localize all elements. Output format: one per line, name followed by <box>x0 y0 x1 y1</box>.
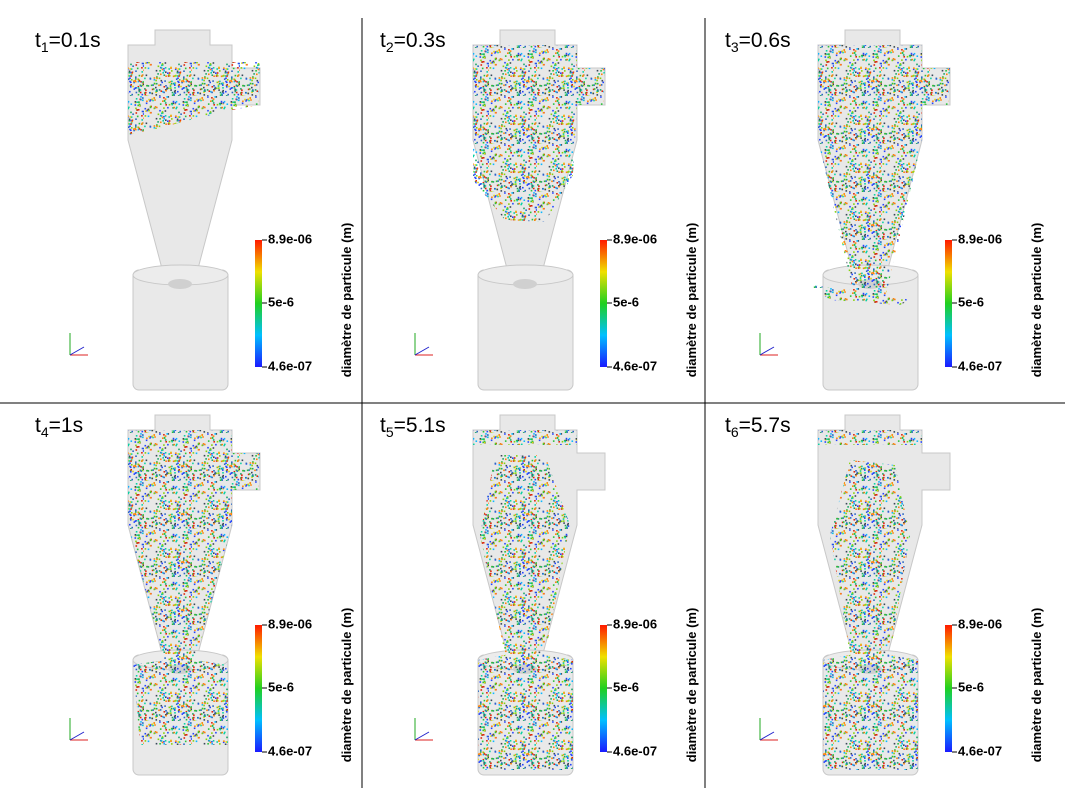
colorbar-label: 5e-6 <box>268 294 294 309</box>
particles <box>473 430 577 770</box>
particles <box>818 430 922 770</box>
particles <box>128 430 260 745</box>
triad-z <box>69 346 85 356</box>
time-index: 4 <box>41 424 49 440</box>
colorbar-title: diamètre de particule (m) <box>1029 608 1044 763</box>
time-index: 6 <box>731 424 739 440</box>
time-value: =5.1s <box>394 414 446 437</box>
colorbar <box>945 240 952 367</box>
time-symbol: t <box>725 29 731 52</box>
colorbar-label: 8.9e-06 <box>958 616 1002 631</box>
time-value: =0.6s <box>739 29 791 52</box>
panel: t5=5.1s 8.9e-06 5e-6 4.6e-07 diamètre de par… <box>380 414 699 776</box>
time-symbol: t <box>35 29 41 52</box>
time-index: 2 <box>386 39 394 55</box>
cone-outlet <box>513 279 537 289</box>
particles <box>810 45 950 305</box>
triad-z <box>414 731 430 741</box>
colorbar <box>600 240 607 367</box>
colorbar-label: 5e-6 <box>958 679 984 694</box>
time-label: t1=0.1s <box>35 29 101 55</box>
cone-outlet <box>168 279 192 289</box>
colorbar-label: 8.9e-06 <box>958 231 1002 246</box>
colorbar <box>945 625 952 752</box>
particles <box>473 45 605 222</box>
colorbar-title: diamètre de particule (m) <box>684 608 699 763</box>
time-value: =0.3s <box>394 29 446 52</box>
colorbar <box>600 625 607 752</box>
time-index: 5 <box>386 424 394 440</box>
time-symbol: t <box>725 414 731 437</box>
time-index: 1 <box>41 39 49 55</box>
colorbar-label: 4.6e-07 <box>613 358 657 373</box>
panel: t4=1s 8.9e-06 5e-6 4.6e-07 diamètre de parti… <box>35 414 354 776</box>
colorbar-title: diamètre de particule (m) <box>339 223 354 378</box>
colorbar-title: diamètre de particule (m) <box>684 223 699 378</box>
colorbar-label: 5e-6 <box>268 679 294 694</box>
colorbar-label: 8.9e-06 <box>268 616 312 631</box>
panel: t2=0.3s 8.9e-06 5e-6 4.6e-07 diamètre de par… <box>380 29 699 391</box>
particles <box>128 62 260 135</box>
time-label: t2=0.3s <box>380 29 446 55</box>
colorbar-label: 4.6e-07 <box>268 358 312 373</box>
time-symbol: t <box>380 414 386 437</box>
colorbar-label: 4.6e-07 <box>268 743 312 758</box>
colorbar <box>255 240 262 367</box>
time-value: =5.7s <box>739 414 791 437</box>
triad-z <box>759 346 775 356</box>
colorbar-title: diamètre de particule (m) <box>1029 223 1044 378</box>
colorbar-label: 5e-6 <box>613 294 639 309</box>
time-label: t5=5.1s <box>380 414 446 440</box>
time-value: =1s <box>49 414 83 437</box>
colorbar-label: 5e-6 <box>613 679 639 694</box>
panel: t6=5.7s 8.9e-06 5e-6 4.6e-07 diamètre de par… <box>725 414 1044 776</box>
colorbar-label: 8.9e-06 <box>613 616 657 631</box>
colorbar-title: diamètre de particule (m) <box>339 608 354 763</box>
colorbar-label: 5e-6 <box>958 294 984 309</box>
colorbar-label: 8.9e-06 <box>268 231 312 246</box>
panel: t1=0.1s 8.9e-06 5e-6 4.6e-07 diamètre de par… <box>35 29 354 391</box>
time-index: 3 <box>731 39 739 55</box>
time-symbol: t <box>380 29 386 52</box>
triad-z <box>759 731 775 741</box>
colorbar-label: 4.6e-07 <box>958 358 1002 373</box>
triad-z <box>69 731 85 741</box>
colorbar-label: 4.6e-07 <box>958 743 1002 758</box>
colorbar <box>255 625 262 752</box>
time-label: t4=1s <box>35 414 83 440</box>
time-label: t3=0.6s <box>725 29 791 55</box>
time-label: t6=5.7s <box>725 414 791 440</box>
colorbar-label: 8.9e-06 <box>613 231 657 246</box>
time-value: =0.1s <box>49 29 101 52</box>
triad-z <box>414 346 430 356</box>
colorbar-label: 4.6e-07 <box>613 743 657 758</box>
panel: t3=0.6s 8.9e-06 5e-6 4.6e-07 diamètre de par… <box>725 29 1044 391</box>
time-symbol: t <box>35 414 41 437</box>
